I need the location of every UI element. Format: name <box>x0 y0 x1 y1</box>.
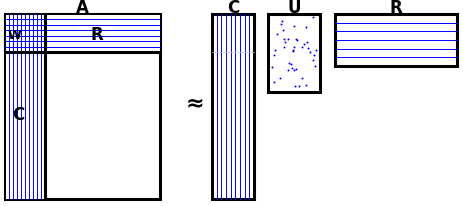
Point <box>294 84 302 87</box>
Point <box>268 66 275 69</box>
Point <box>291 67 299 70</box>
Point <box>270 81 277 84</box>
Point <box>270 53 277 56</box>
Bar <box>45 14 160 52</box>
Text: C: C <box>226 0 238 17</box>
Point <box>279 28 287 32</box>
Point <box>308 15 316 19</box>
Point <box>288 66 295 70</box>
Point <box>276 22 284 25</box>
Point <box>279 37 287 40</box>
Point <box>309 53 317 56</box>
Point <box>283 69 291 72</box>
Point <box>270 48 278 51</box>
Point <box>292 37 299 41</box>
Point <box>288 49 295 53</box>
Point <box>281 40 288 43</box>
Text: C: C <box>12 106 24 124</box>
Text: R: R <box>90 26 103 44</box>
Text: ≈: ≈ <box>185 93 204 113</box>
Point <box>277 19 285 22</box>
Text: U: U <box>287 0 300 17</box>
Bar <box>334 14 456 66</box>
Point <box>273 32 280 36</box>
Point <box>304 46 311 49</box>
Bar <box>5 14 45 52</box>
Point <box>290 69 297 72</box>
Point <box>276 76 283 79</box>
Bar <box>212 14 253 199</box>
Point <box>287 63 294 66</box>
Text: W: W <box>7 28 21 41</box>
Point <box>290 45 297 48</box>
Point <box>293 39 300 42</box>
Point <box>301 83 308 87</box>
Point <box>288 49 296 52</box>
Bar <box>5 52 45 199</box>
Point <box>302 25 309 28</box>
Bar <box>5 14 160 199</box>
Point <box>280 45 288 49</box>
Text: R: R <box>389 0 401 17</box>
Text: A: A <box>75 0 88 17</box>
Point <box>310 64 318 68</box>
Point <box>300 42 307 45</box>
Point <box>308 58 316 61</box>
Point <box>305 50 313 54</box>
Point <box>291 85 298 88</box>
Point <box>302 41 310 44</box>
Bar <box>268 14 319 92</box>
Point <box>312 48 319 52</box>
Point <box>298 46 305 49</box>
Point <box>297 76 305 80</box>
Point <box>284 37 291 41</box>
Point <box>284 61 292 64</box>
Point <box>289 25 297 28</box>
